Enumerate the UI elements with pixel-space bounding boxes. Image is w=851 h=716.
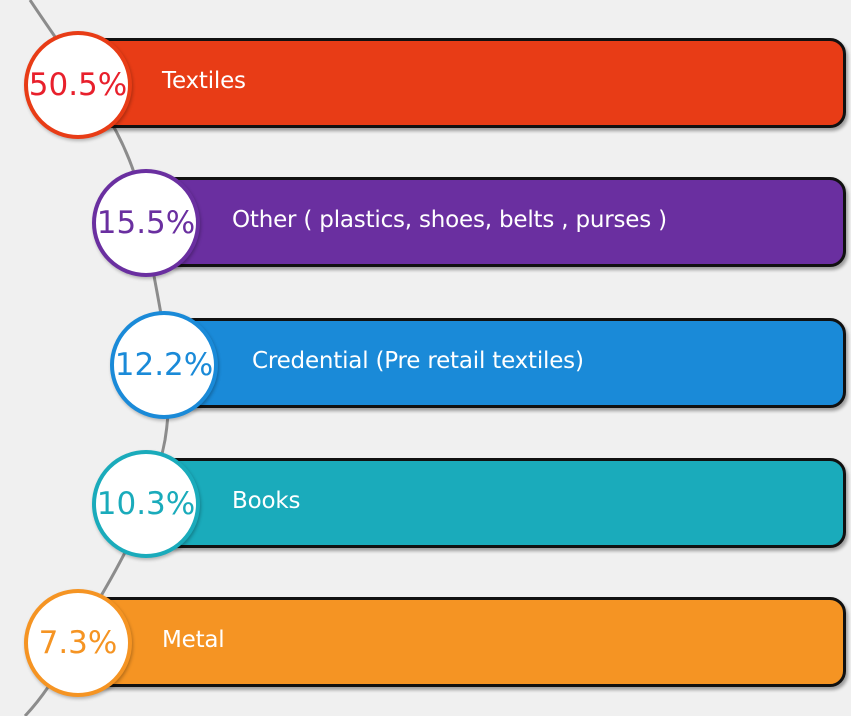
bar-other [160,177,846,267]
bar-books [160,458,846,548]
label-other: Other ( plastics, shoes, belts , purses … [232,207,667,233]
value-bubble-textiles: 50.5% [24,31,132,139]
bar-metal [82,597,846,687]
value-bubble-other: 15.5% [92,169,200,277]
value-bubble-books: 10.3% [92,450,200,558]
label-metal: Metal [162,627,225,653]
value-bubble-metal: 7.3% [24,589,132,697]
value-bubble-credential: 12.2% [110,311,218,419]
label-books: Books [232,488,301,514]
label-credential: Credential (Pre retail textiles) [252,348,584,374]
label-textiles: Textiles [162,68,246,94]
